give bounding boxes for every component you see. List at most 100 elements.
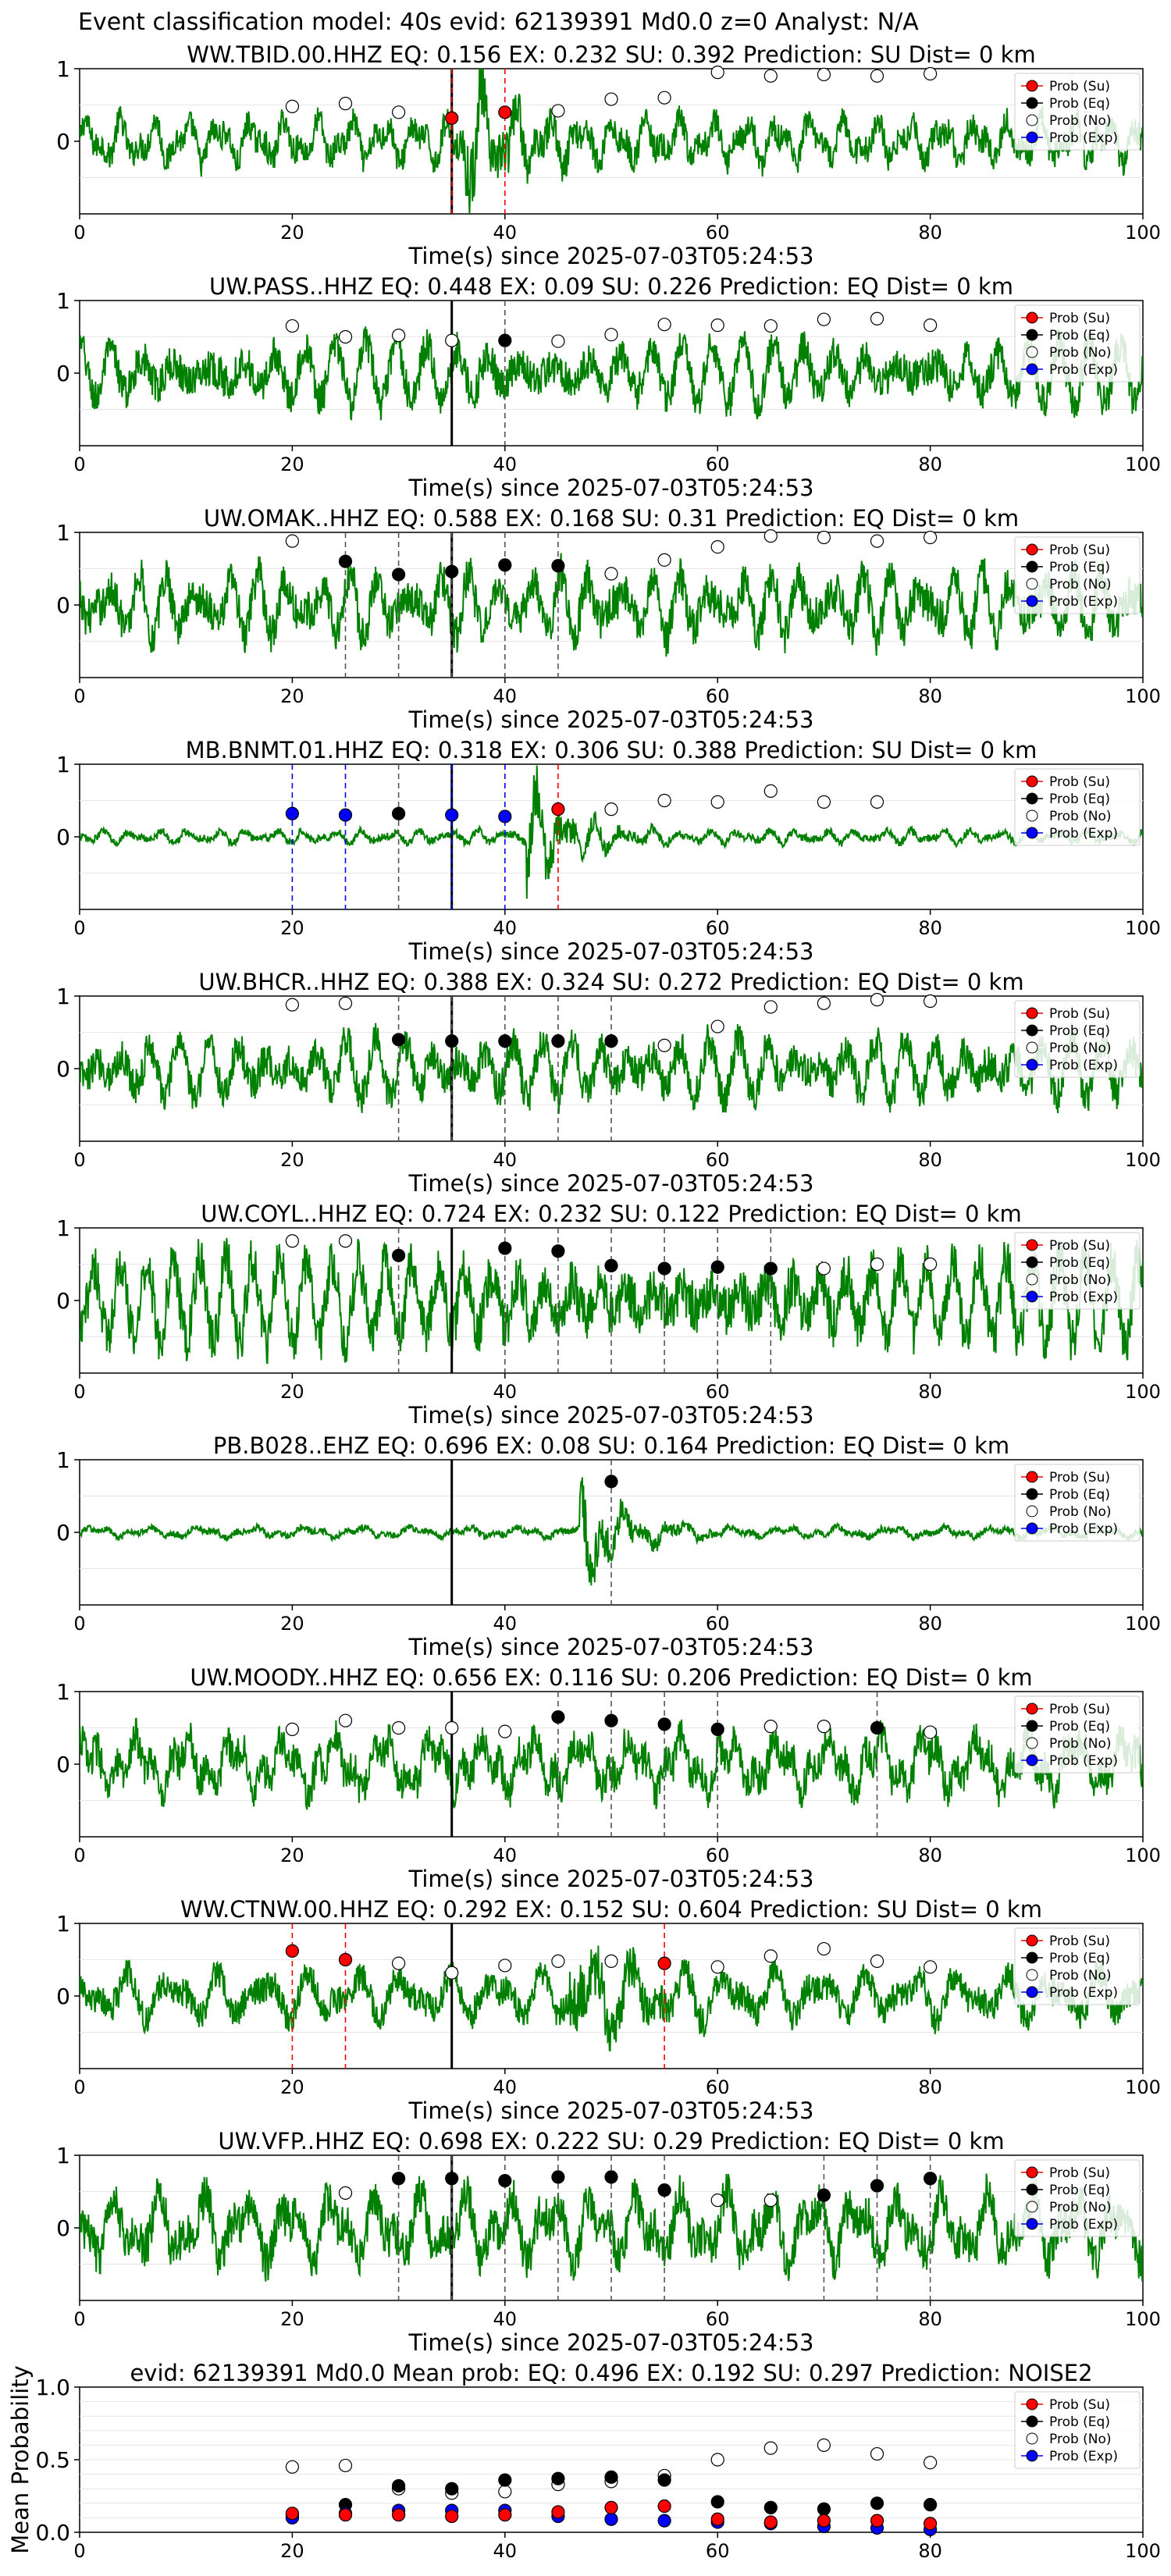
window-prob-no (710, 318, 724, 333)
window-prob-no (604, 802, 618, 817)
figure-title: Event classification model: 40s evid: 62… (78, 9, 919, 36)
y-tick-label: 1 (56, 1679, 70, 1705)
legend-marker (1026, 1934, 1038, 1947)
window-prob-no (817, 1720, 831, 1734)
x-tick-label: 0 (73, 222, 85, 244)
mean-point-su (338, 2508, 353, 2522)
mean-point-su (392, 2508, 406, 2522)
panels: WW.TBID.00.HHZ EQ: 0.156 EX: 0.232 SU: 0… (7, 41, 1161, 2562)
x-tick-label: 0 (73, 2540, 85, 2562)
window-prob-exp (285, 806, 299, 820)
y-tick-label: 0 (56, 2215, 70, 2241)
legend-marker (1026, 1024, 1038, 1037)
legend-label: Prob (Exp) (1049, 1290, 1118, 1305)
window-prob-eq (604, 1258, 618, 1272)
legend-marker (1026, 2398, 1038, 2411)
x-tick-label: 60 (706, 917, 730, 939)
window-prob-no (657, 318, 671, 332)
window-prob-eq (392, 1033, 406, 1047)
legend-marker (1026, 2183, 1038, 2196)
legend-label: Prob (Eq) (1049, 792, 1110, 807)
panel-title: UW.BHCR..HHZ EQ: 0.388 EX: 0.324 SU: 0.2… (198, 969, 1023, 995)
legend-marker (1026, 595, 1038, 607)
panel-5: UW.BHCR..HHZ EQ: 0.388 EX: 0.324 SU: 0.2… (56, 969, 1161, 1197)
window-prob-no (392, 105, 406, 119)
legend-marker (1026, 1969, 1038, 1981)
x-axis-label: Time(s) since 2025-07-03T05:24:53 (408, 1170, 814, 1197)
legend-marker (1026, 1007, 1038, 1019)
panel-title: UW.PASS..HHZ EQ: 0.448 EX: 0.09 SU: 0.22… (209, 273, 1013, 300)
window-prob-no (604, 1954, 618, 1968)
window-prob-no (817, 1941, 831, 1956)
legend-marker (1026, 1703, 1038, 1715)
window-prob-no (710, 66, 724, 80)
window-prob-eq (763, 1261, 778, 1276)
window-prob-no (923, 1960, 938, 1974)
mean-point-su (657, 2499, 671, 2514)
mean-point-eq (763, 2500, 778, 2514)
window-prob-eq (551, 1710, 565, 1724)
window-prob-no (870, 795, 884, 809)
x-axis-label: Time(s) since 2025-07-03T05:24:53 (408, 1402, 814, 1429)
y-tick-label: 0 (56, 1056, 70, 1082)
window-prob-no (763, 318, 778, 333)
x-tick-label: 0 (73, 2076, 85, 2098)
window-prob-no (710, 795, 724, 809)
y-tick-label: 0 (56, 1288, 70, 1314)
legend-marker (1026, 775, 1038, 788)
window-prob-no (923, 66, 938, 81)
window-prob-no (285, 318, 299, 333)
legend-label: Prob (No) (1049, 113, 1112, 129)
legend-label: Prob (Su) (1049, 311, 1110, 326)
y-tick-label: 0 (56, 1984, 70, 2009)
legend-label: Prob (Eq) (1049, 2183, 1110, 2198)
window-prob-no (657, 793, 671, 808)
legend-label: Prob (Exp) (1049, 594, 1118, 610)
legend-marker (1026, 543, 1038, 556)
legend-marker (1026, 1273, 1038, 1286)
mean-point-su (285, 2507, 299, 2521)
x-tick-label: 80 (918, 2540, 942, 2562)
x-tick-label: 40 (493, 917, 518, 939)
window-prob-no (445, 333, 459, 347)
window-prob-su (551, 802, 565, 817)
window-prob-no (285, 1234, 299, 1248)
window-prob-no (604, 92, 618, 106)
window-prob-no (338, 2186, 353, 2200)
legend-label: Prob (No) (1049, 1968, 1112, 1984)
panel-8: UW.MOODY..HHZ EQ: 0.656 EX: 0.116 SU: 0.… (56, 1664, 1161, 1892)
legend-label: Prob (Eq) (1049, 1719, 1110, 1735)
x-axis-label: Time(s) since 2025-07-03T05:24:53 (408, 706, 814, 733)
y-tick-label: 1 (56, 1911, 70, 1937)
window-prob-no (710, 1019, 724, 1034)
legend-label: Prob (Su) (1049, 1470, 1110, 1485)
mean-point-eq (710, 2495, 724, 2509)
window-prob-su (338, 1952, 353, 1967)
mean-point-su (710, 2512, 724, 2526)
y-tick-label: 0 (56, 824, 70, 850)
window-prob-no (923, 530, 938, 545)
window-prob-no (817, 67, 831, 82)
waveform-trace (80, 1945, 1143, 2052)
y-tick-label: 1 (56, 752, 70, 777)
legend-label: Prob (Exp) (1049, 130, 1118, 146)
legend-label: Prob (Eq) (1049, 1023, 1110, 1039)
x-axis-label: Time(s) since 2025-07-03T05:24:53 (408, 938, 814, 965)
window-prob-no (445, 1720, 459, 1735)
window-prob-no (392, 1720, 406, 1735)
window-prob-no (551, 1954, 565, 1968)
legend-box (1014, 304, 1141, 382)
window-prob-no (498, 1724, 512, 1738)
mean-point-no (710, 2453, 724, 2467)
x-axis-label: Time(s) since 2025-07-03T05:24:53 (408, 1866, 814, 1892)
y-tick-label: 1 (56, 2143, 70, 2169)
x-tick-label: 0 (73, 1381, 85, 1403)
x-tick-label: 0 (73, 454, 85, 475)
window-prob-no (870, 534, 884, 548)
y-tick-label: 0.0 (35, 2520, 70, 2546)
legend-box (1014, 1927, 1141, 2005)
x-tick-label: 40 (493, 222, 518, 244)
window-prob-eq (923, 2172, 938, 2186)
x-tick-label: 40 (493, 1149, 518, 1171)
x-axis-label: Time(s) since 2025-07-03T05:24:53 (408, 475, 814, 501)
